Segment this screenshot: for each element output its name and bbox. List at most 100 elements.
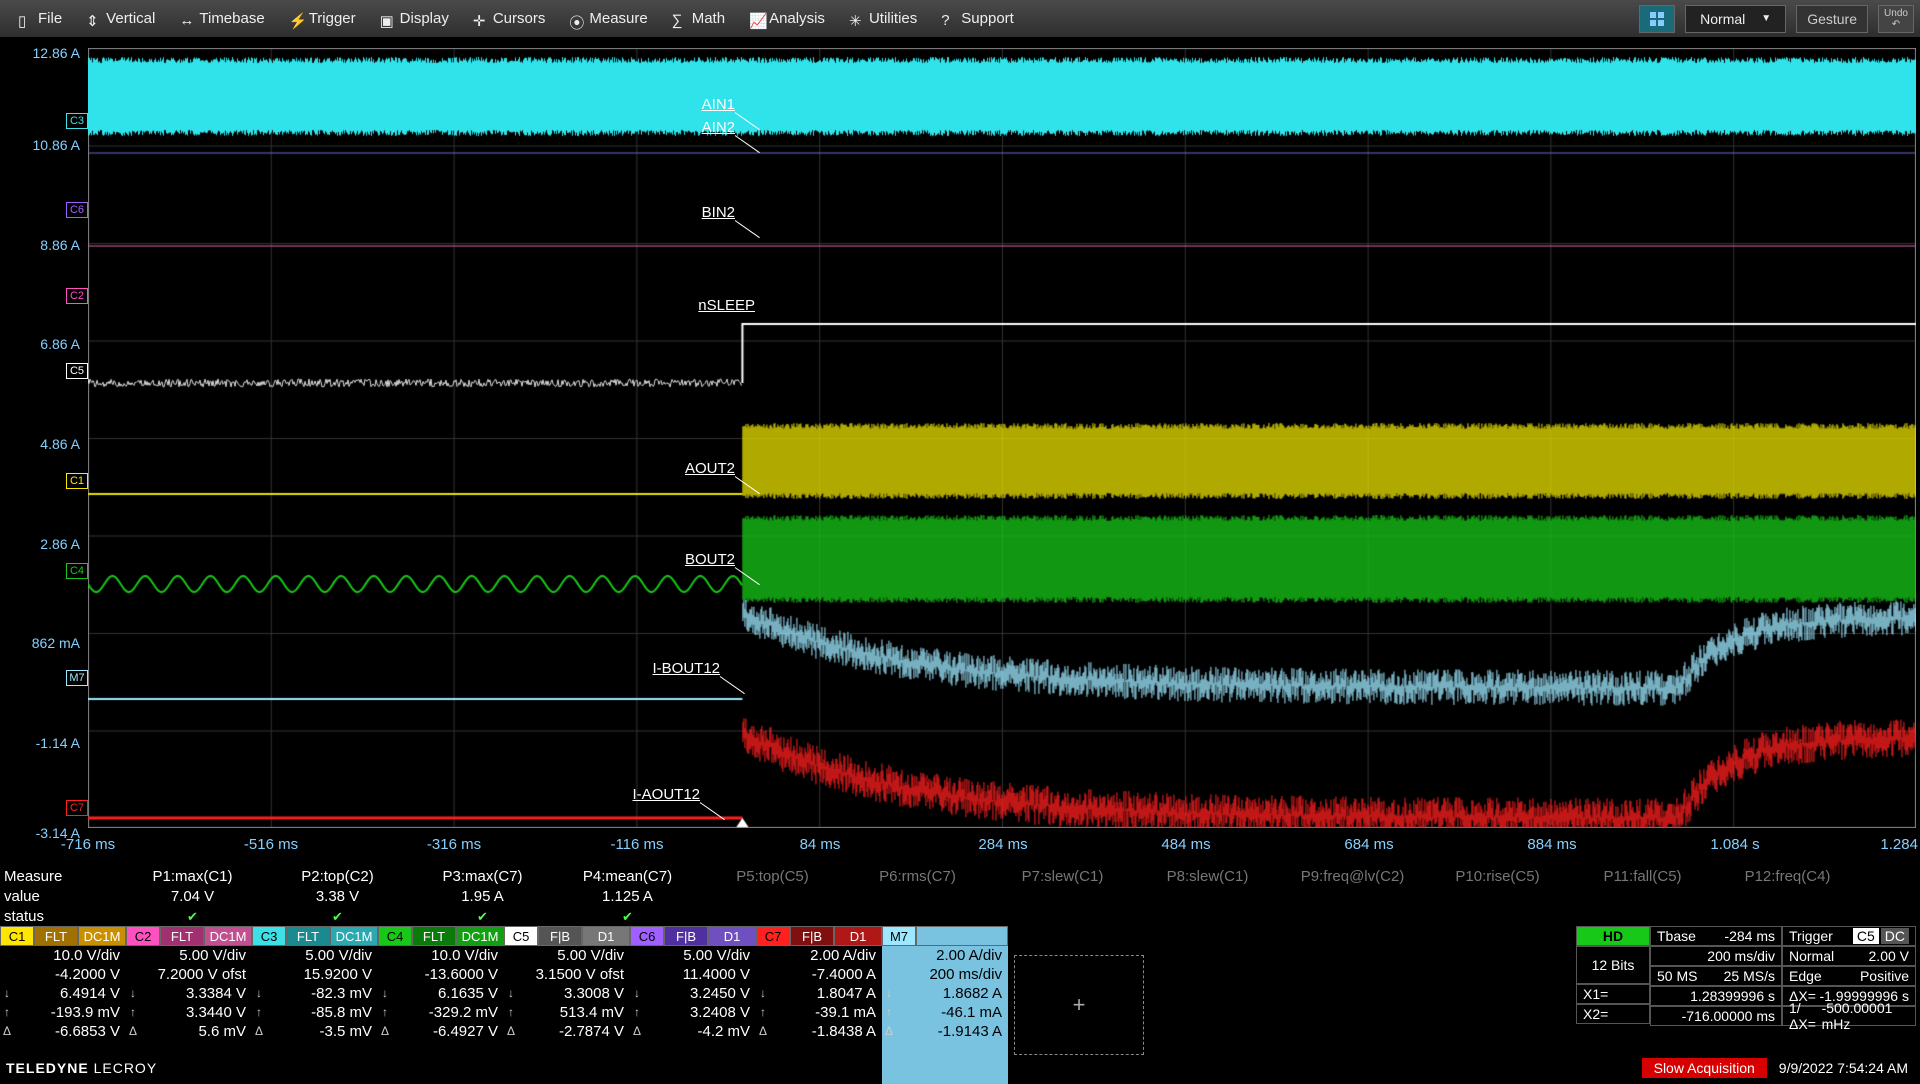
menu-icon: ⦿ (569, 12, 583, 26)
brand: TELEDYNE LECROY (0, 1060, 157, 1076)
trace-label-bin2: BIN2 (702, 204, 735, 221)
x-tick: 84 ms (800, 836, 841, 853)
x-tick: -716 ms (61, 836, 115, 853)
measure-table: MeasureP1:max(C1)P2:top(C2)P3:max(C7)P4:… (0, 866, 1920, 926)
menu-cursors[interactable]: ✛Cursors (461, 0, 558, 37)
trace-label-i-aout12: I-AOUT12 (632, 786, 700, 803)
measure-header[interactable]: P6:rms(C7) (845, 868, 990, 885)
menu-measure[interactable]: ⦿Measure (557, 0, 659, 37)
measure-value: 7.04 V (120, 888, 265, 905)
menu-trigger[interactable]: ⚡Trigger (277, 0, 368, 37)
menu-analysis[interactable]: 📈Analysis (737, 0, 837, 37)
measure-header[interactable]: P8:slew(C1) (1135, 868, 1280, 885)
y-tick: 6.86 A (0, 336, 80, 352)
y-tick: -1.14 A (0, 735, 80, 751)
menu-timebase[interactable]: ↔Timebase (167, 0, 276, 37)
menu-vertical[interactable]: ⇕Vertical (74, 0, 167, 37)
x-tick: -516 ms (244, 836, 298, 853)
status-panel: HD12 BitsX1=X2=Tbase-284 ms200 ms/div50 … (1576, 926, 1916, 1038)
channel-marker-c7[interactable]: C7 (66, 800, 88, 816)
x-tick: -316 ms (427, 836, 481, 853)
channel-marker-c6[interactable]: C6 (66, 202, 88, 218)
channel-marker-c4[interactable]: C4 (66, 563, 88, 579)
measure-header[interactable]: P1:max(C1) (120, 868, 265, 885)
x-tick: 1.284 s (1880, 836, 1920, 853)
y-axis: 12.86 A 10.86 A 8.86 A 6.86 A 4.86 A 2.86 A 86… (0, 38, 88, 828)
menu-icon: ✛ (473, 12, 487, 26)
menu-icon: ⇕ (86, 12, 100, 26)
channel-marker-m7[interactable]: M7 (66, 670, 88, 686)
menu-file[interactable]: ▯File (6, 0, 74, 37)
y-tick: 8.86 A (0, 237, 80, 253)
menu-icon: ? (941, 12, 955, 26)
y-tick: 2.86 A (0, 536, 80, 552)
channel-marker-c2[interactable]: C2 (66, 288, 88, 304)
value-label: value (0, 888, 120, 905)
trace-label-ain2: AIN2 (702, 119, 735, 136)
bits-label: 12 Bits (1576, 946, 1650, 984)
footer-bar: TELEDYNE LECROY Slow Acquisition 9/9/202… (0, 1056, 1920, 1080)
gesture-button[interactable]: Gesture (1796, 5, 1868, 33)
y-tick: 4.86 A (0, 436, 80, 452)
measure-status: ✔ (410, 908, 555, 925)
acquisition-mode-button[interactable]: Normal▼ (1685, 5, 1786, 33)
channel-marker-c1[interactable]: C1 (66, 473, 88, 489)
measure-label: Measure (0, 868, 120, 885)
measure-header[interactable]: P5:top(C5) (700, 868, 845, 885)
measure-header[interactable]: P9:freq@lv(C2) (1280, 868, 1425, 885)
menu-utilities[interactable]: ✳Utilities (837, 0, 929, 37)
trace-label-ain1: AIN1 (702, 96, 735, 113)
menu-icon: ∑ (672, 12, 686, 26)
measure-header[interactable]: P3:max(C7) (410, 868, 555, 885)
y-tick: 862 mA (0, 635, 80, 651)
menu-icon: ✳ (849, 12, 863, 26)
menubar: ▯File⇕Vertical↔Timebase⚡Trigger▣Display✛… (0, 0, 1920, 38)
trigger-label[interactable]: TriggerC5DC (1782, 926, 1916, 946)
measure-value: 1.95 A (410, 888, 555, 905)
cursor-x2: X2= (1576, 1004, 1650, 1024)
measure-header[interactable]: P2:top(C2) (265, 868, 410, 885)
x-tick: 284 ms (978, 836, 1027, 853)
measure-value: 3.38 V (265, 888, 410, 905)
status-label: status (0, 908, 120, 925)
waveform-canvas (88, 48, 1916, 828)
x-tick: 1.084 s (1710, 836, 1759, 853)
measure-header[interactable]: P4:mean(C7) (555, 868, 700, 885)
timestamp: 9/9/2022 7:54:24 AM (1767, 1060, 1920, 1076)
trace-label-i-bout12: I-BOUT12 (652, 660, 720, 677)
x-tick: -116 ms (610, 836, 663, 853)
measure-value: 1.125 A (555, 888, 700, 905)
y-tick: 12.86 A (0, 45, 80, 61)
y-tick: 10.86 A (0, 137, 80, 153)
x-tick: 684 ms (1344, 836, 1393, 853)
slow-acquisition-badge: Slow Acquisition (1642, 1058, 1767, 1078)
measure-status: ✔ (555, 908, 700, 925)
undo-button[interactable]: Undo↶ (1878, 5, 1914, 33)
menu-icon: 📈 (749, 12, 763, 26)
grid-mode-button[interactable] (1639, 5, 1675, 33)
menu-icon: ⚡ (289, 12, 303, 26)
channel-marker-c5[interactable]: C5 (66, 363, 88, 379)
trace-label-aout2: AOUT2 (685, 460, 735, 477)
hd-badge: HD (1576, 926, 1650, 946)
menu-support[interactable]: ?Support (929, 0, 1026, 37)
menu-display[interactable]: ▣Display (368, 0, 461, 37)
cursor-x1: X1= (1576, 984, 1650, 1004)
tbase-label[interactable]: Tbase-284 ms (1650, 926, 1782, 946)
channel-marker-c3[interactable]: C3 (66, 113, 88, 129)
menu-icon: ▣ (380, 12, 394, 26)
measure-header[interactable]: P11:fall(C5) (1570, 868, 1715, 885)
add-math-slot[interactable]: + (1014, 955, 1144, 1055)
menu-icon: ▯ (18, 12, 32, 26)
measure-status: ✔ (265, 908, 410, 925)
measure-header[interactable]: P7:slew(C1) (990, 868, 1135, 885)
menu-icon: ↔ (179, 12, 193, 26)
menu-math[interactable]: ∑Math (660, 0, 737, 37)
x-tick: 884 ms (1527, 836, 1576, 853)
measure-header[interactable]: P10:rise(C5) (1425, 868, 1570, 885)
measure-header[interactable]: P12:freq(C4) (1715, 868, 1860, 885)
x-tick: 484 ms (1161, 836, 1210, 853)
trace-label-nsleep: nSLEEP (698, 297, 755, 314)
measure-status: ✔ (120, 908, 265, 925)
waveform-area: 12.86 A 10.86 A 8.86 A 6.86 A 4.86 A 2.86 A 86… (0, 38, 1920, 828)
